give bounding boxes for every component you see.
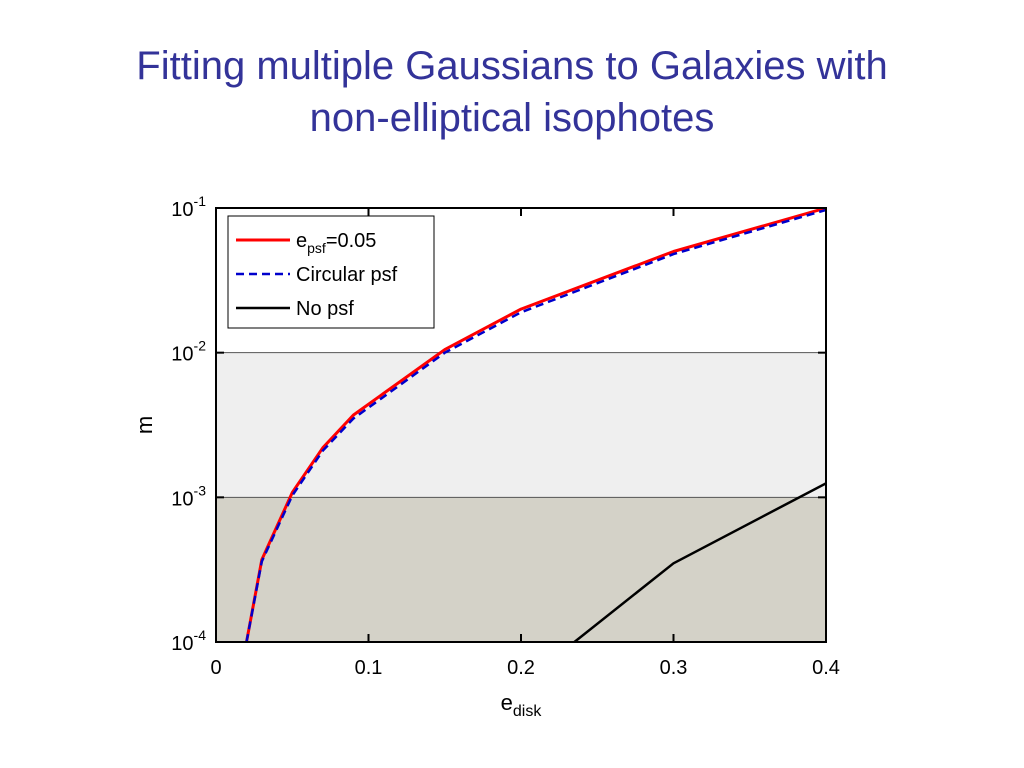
legend-box xyxy=(227,215,435,329)
legend-label-1: Circular psf xyxy=(296,264,398,286)
slide-title: Fitting multiple Gaussians to Galaxies w… xyxy=(0,40,1024,144)
x-tick-label-3: 0.3 xyxy=(660,657,688,679)
x-axis-label-sub: disk xyxy=(513,703,542,720)
legend: epsf=0.05 Circular psf No psf xyxy=(227,215,435,329)
legend-label-2: No psf xyxy=(296,298,354,320)
slide-title-line-2: non-elliptical isophotes xyxy=(309,96,715,140)
y-axis-label: m xyxy=(132,416,157,434)
series-layer xyxy=(245,208,826,642)
x-tick-label-1: 0.1 xyxy=(355,657,383,679)
x-tick-label-4: 0.4 xyxy=(812,657,840,679)
y-tick-label-1: 10-3 xyxy=(171,482,206,510)
x-tick-label-2: 0.2 xyxy=(507,657,535,679)
y-tick-label-2: 10-2 xyxy=(171,338,206,366)
x-axis-label-main: e xyxy=(501,690,513,715)
tick-labels: 0 0.1 0.2 0.3 0.4 10-4 10-3 10-2 10-1 xyxy=(171,193,840,679)
x-axis-label: edisk xyxy=(501,690,543,720)
slide-title-line-1: Fitting multiple Gaussians to Galaxies w… xyxy=(136,44,888,88)
legend-label-0: epsf=0.05 xyxy=(296,230,376,256)
series-line-2 xyxy=(573,482,826,642)
y-tick-label-0: 10-4 xyxy=(171,627,206,655)
shaded-band-0 xyxy=(216,497,826,642)
shaded-band-1 xyxy=(216,352,826,498)
tick-marks xyxy=(215,207,827,643)
series-line-1 xyxy=(245,208,826,642)
x-tick-label-0: 0 xyxy=(210,657,221,679)
y-tick-label-3: 10-1 xyxy=(171,193,206,221)
